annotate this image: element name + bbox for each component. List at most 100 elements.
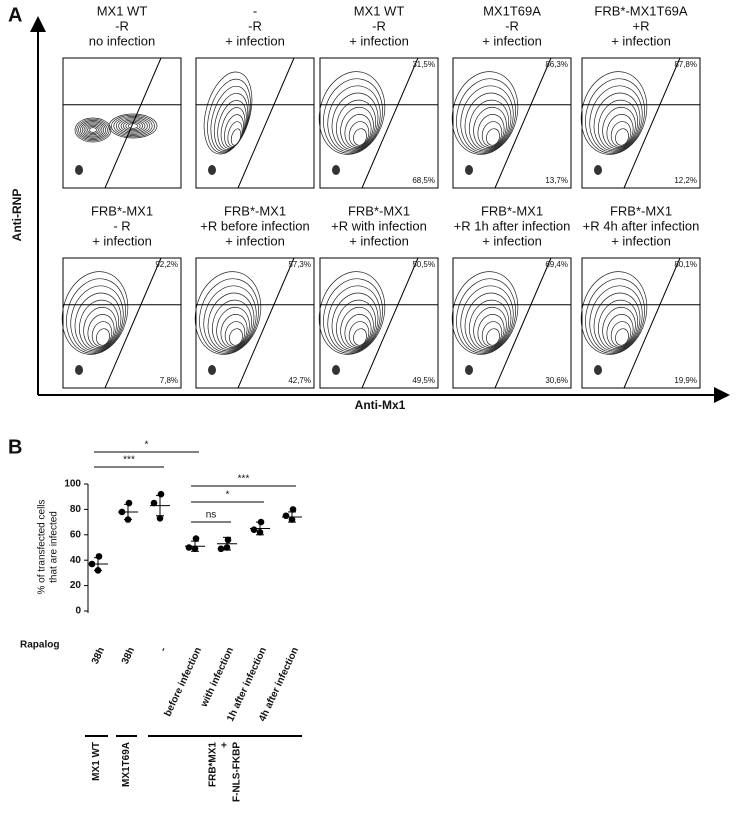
contour: [340, 106, 374, 150]
contour: [327, 85, 381, 153]
contour: [606, 314, 634, 348]
quadrant-percent: 13,7%: [545, 176, 568, 185]
data-point: [125, 499, 133, 507]
plot-title: MX1T69A: [483, 3, 541, 18]
quadrant-percent: 87,8%: [674, 60, 697, 69]
gate-line: [104, 57, 162, 189]
contour: [481, 121, 503, 147]
contour: [473, 106, 507, 150]
quadrant-percent: 19,9%: [674, 376, 697, 385]
contour: [468, 99, 510, 151]
plot-title: + infection: [92, 233, 152, 248]
category-label: -: [158, 646, 169, 654]
contour: [120, 119, 146, 133]
gate-line: [361, 257, 419, 389]
contour: [83, 123, 103, 137]
quadrant-percent: 92,2%: [155, 260, 178, 269]
contour: [589, 285, 643, 353]
gate-line: [237, 257, 295, 389]
contour: [208, 365, 216, 375]
contour: [468, 299, 510, 351]
data-point: [185, 544, 193, 551]
data-point: [95, 553, 103, 560]
data-point: [88, 560, 96, 568]
contour: [229, 328, 243, 346]
plot-title: -R: [248, 18, 262, 33]
contour: [606, 114, 634, 148]
data-point: [223, 544, 231, 551]
quadrant-percent: 80,1%: [674, 260, 697, 269]
plot-title: no infection: [89, 33, 156, 48]
contour: [199, 278, 259, 354]
contour: [597, 299, 639, 351]
contour: [353, 328, 367, 346]
y-axis-label: % of transfected cells: [37, 499, 48, 594]
contour: [74, 292, 122, 352]
data-point: [256, 528, 264, 536]
gate-line: [494, 57, 552, 189]
contour: [220, 107, 246, 149]
contour: [473, 306, 507, 350]
quadrant-percent: 68,5%: [412, 176, 435, 185]
plot-title: -R: [505, 18, 519, 33]
contour: [217, 100, 247, 150]
gate-line: [361, 57, 419, 189]
data-point: [192, 535, 200, 542]
data-point: [288, 516, 296, 523]
contour: [460, 85, 514, 153]
significance-label: ns: [206, 510, 217, 521]
contour: [465, 165, 473, 175]
contour: [335, 299, 377, 351]
contour: [224, 321, 246, 347]
contour: [615, 128, 629, 146]
data-point: [250, 526, 258, 534]
data-point: [124, 516, 132, 523]
contour: [96, 328, 110, 346]
contour: [224, 114, 244, 148]
contour: [465, 365, 473, 375]
quadrant-percent: 12,2%: [674, 176, 697, 185]
category-label: with infection: [198, 646, 236, 710]
y-tick-label: 40: [70, 555, 82, 566]
contour: [230, 128, 242, 146]
plot-title: FRB*-MX1: [224, 203, 286, 218]
contour: [213, 92, 249, 152]
plot-title: +R with infection: [331, 218, 427, 233]
plot-title: FRB*-MX1T69A: [594, 3, 688, 18]
significance-label: *: [145, 440, 149, 451]
contour: [344, 114, 372, 148]
contour: [85, 124, 101, 136]
contours: [318, 71, 386, 175]
contour: [340, 306, 374, 350]
y-axis-label: that are infected: [49, 511, 60, 583]
contour: [81, 122, 105, 138]
plot-title: + infection: [611, 33, 671, 48]
gate-line: [623, 257, 681, 389]
plot-title: + infection: [225, 233, 285, 248]
plot-frame: [319, 257, 439, 389]
plot-title: -: [253, 3, 257, 18]
contour: [486, 328, 500, 346]
y-tick-label: 100: [64, 479, 81, 490]
gate-line: [494, 257, 552, 389]
data-point: [257, 518, 265, 526]
contour: [594, 365, 602, 375]
quadrant-percent: 42,7%: [288, 376, 311, 385]
contours: [74, 113, 158, 175]
plot-title: -R: [115, 18, 129, 33]
contour: [456, 78, 516, 154]
contour: [332, 365, 340, 375]
contour: [87, 314, 115, 348]
contour: [91, 321, 113, 347]
contour: [615, 328, 629, 346]
plot-title: + infection: [482, 33, 542, 48]
contours: [203, 71, 253, 175]
contour: [348, 321, 370, 347]
plot-title: - R: [113, 218, 130, 233]
data-point: [150, 499, 158, 507]
plot-title: +R 4h after infection: [583, 218, 700, 233]
contour: [123, 120, 143, 132]
contour: [323, 78, 383, 154]
plot-title: +R before infection: [200, 218, 309, 233]
y-tick-label: 20: [70, 580, 82, 591]
